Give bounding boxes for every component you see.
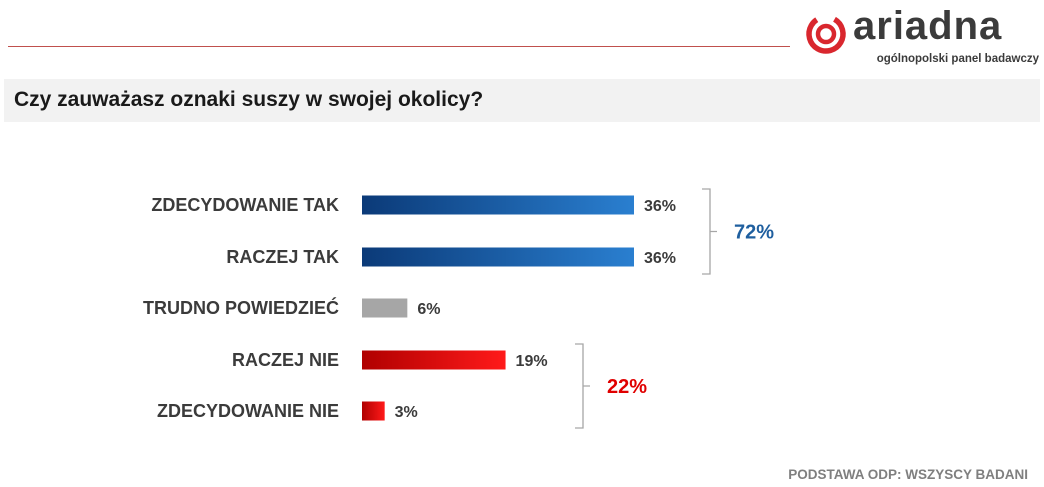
value-label: 3%	[395, 404, 418, 421]
value-label: 19%	[516, 353, 548, 370]
category-label: RACZEJ TAK	[226, 247, 339, 267]
bar	[362, 401, 385, 421]
value-label: 6%	[417, 301, 440, 318]
category-label: TRUDNO POWIEDZIEĆ	[143, 297, 339, 318]
value-label: 36%	[644, 198, 676, 215]
group-bracket	[575, 343, 590, 429]
group-total-label: 22%	[607, 376, 647, 398]
category-label: ZDECYDOWANIE NIE	[157, 401, 339, 421]
header-rule	[8, 46, 790, 47]
footnote: PODSTAWA ODP: WSZYSCY BADANI	[788, 467, 1028, 482]
bar	[362, 195, 634, 215]
group-bracket	[702, 188, 717, 275]
group-total-label: 72%	[734, 222, 774, 244]
category-label: RACZEJ NIE	[232, 350, 339, 370]
spiral-logo-icon	[806, 14, 846, 54]
page-title: Czy zauważasz oznaki suszy w swojej okol…	[14, 88, 484, 111]
title-band: Czy zauważasz oznaki suszy w swojej okol…	[4, 79, 1040, 122]
ariadna-logo: ariadna ogólnopolski panel badawczy	[803, 4, 1039, 66]
bar	[362, 350, 506, 370]
bar	[362, 298, 408, 318]
bar	[362, 247, 634, 267]
logo-tagline: ogólnopolski panel badawczy	[876, 53, 1039, 65]
value-label: 36%	[644, 250, 676, 267]
logo-wordmark: ariadna	[853, 4, 1003, 48]
category-label: ZDECYDOWANIE TAK	[151, 195, 339, 215]
